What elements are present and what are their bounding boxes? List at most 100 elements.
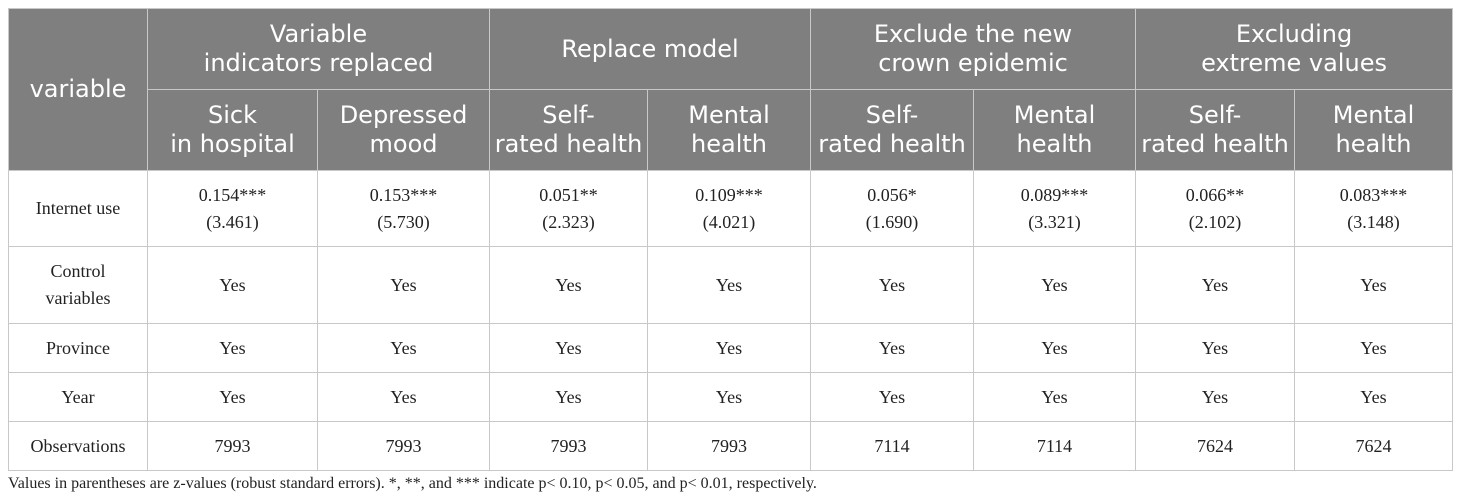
coefficient: 0.051** [539,184,598,205]
table-row-control-variables: Control variables Yes Yes Yes Yes Yes Yes… [8,246,1454,324]
table-cell: Yes [1135,372,1296,422]
group-header-replace-model: Replace model [488,8,812,90]
z-value: (1.690) [865,211,919,232]
table-cell: Yes [317,372,490,422]
sub-header-self-rated-health: Self-rated health [1135,89,1296,171]
sub-header-line: Sick [208,101,257,129]
table-row-internet-use: Internet use 0.154*** (3.461) 0.153*** (5.… [8,170,1454,247]
coef-cell: 0.051** (2.323) [489,170,648,247]
table-cell: Yes [147,246,318,324]
sub-header-line: rated health [818,130,966,158]
table-footnote: Values in parentheses are z-values (robu… [8,475,817,492]
group-header-line: Variable [269,20,368,48]
table-cell: 7993 [489,421,648,471]
table-row-observations: Observations 7993 7993 7993 7993 7114 71… [8,421,1454,471]
table-cell: 7624 [1294,421,1454,471]
group-header-line: Exclude the new [873,20,1073,48]
coef-cell: 0.066** (2.102) [1135,170,1296,247]
table-cell: Yes [489,246,648,324]
coefficient: 0.153*** [369,184,438,205]
coefficient: 0.109*** [695,184,763,205]
group-header-line: extreme values [1201,49,1387,77]
table-cell: 7624 [1135,421,1296,471]
z-value: (3.461) [206,211,259,232]
coefficient: 0.056* [867,184,917,205]
table-cell: Yes [1135,323,1296,373]
coef-cell: 0.089*** (3.321) [973,170,1137,247]
table-cell: Yes [1294,372,1454,422]
z-value: (5.730) [377,211,430,232]
table-cell: Yes [489,372,648,422]
sub-header-sick-in-hospital: Sick in hospital [147,89,318,171]
table-cell: Yes [646,246,812,324]
row-label-line: Control [50,261,106,281]
table-cell: Yes [646,323,812,373]
table-cell: 7114 [973,421,1137,471]
table-cell: Yes [973,246,1137,324]
robustness-table: variable Variable indicators replaced Re… [8,8,1454,471]
row-label: Province [8,323,148,373]
group-header-excluding-extremes: Excluding extreme values [1135,8,1454,90]
table-cell: Yes [147,323,318,373]
table-cell: 7993 [147,421,318,471]
group-header-variable-indicators: Variable indicators replaced [147,8,490,90]
sub-header-line: Depressed [339,101,468,129]
sub-header-line: health [691,130,767,158]
table-row-province: Province Yes Yes Yes Yes Yes Yes Yes Yes [8,323,1454,373]
coefficient: 0.083*** [1339,184,1408,205]
sub-header-depressed-mood: Depressed mood [317,89,490,171]
sub-header-line: mood [369,130,438,158]
table-cell: 7114 [810,421,975,471]
table-cell: Yes [646,372,812,422]
row-label-line: variables [45,288,111,308]
coef-cell: 0.154*** (3.461) [147,170,318,247]
variable-column-header: variable [8,8,148,171]
sub-header-line: Self- [1188,101,1242,129]
coef-cell: 0.153*** (5.730) [317,170,490,247]
coef-cell: 0.109*** (4.021) [646,170,812,247]
coef-cell: 0.056* (1.690) [810,170,975,247]
sub-header-line: health [1335,130,1412,158]
group-header-row: variable Variable indicators replaced Re… [8,8,1454,171]
coefficient: 0.066** [1185,184,1245,205]
group-header-line: Replace model [561,34,739,63]
z-value: (3.321) [1028,211,1081,232]
row-label: Year [8,372,148,422]
sub-header-line: Mental [1013,101,1096,129]
group-header-exclude-epidemic: Exclude the new crown epidemic [810,8,1137,90]
table-cell: 7993 [646,421,812,471]
coefficient: 0.089*** [1020,184,1089,205]
row-label: Observations [8,421,148,471]
table-cell: Yes [810,246,975,324]
sub-header-mental-health: Mental health [1294,89,1454,171]
row-label: Control variables [8,246,148,324]
z-value: (3.148) [1347,211,1400,232]
group-header-line: crown epidemic [878,49,1068,77]
table-cell: Yes [810,372,975,422]
sub-header-self-rated-health: Self-rated health [489,89,648,171]
coef-cell: 0.083*** (3.148) [1294,170,1454,247]
table-cell: Yes [1135,246,1296,324]
sub-header-line: health [1016,130,1093,158]
table-cell: Yes [317,246,490,324]
table-cell: Yes [147,372,318,422]
sub-header-line: Mental [1332,101,1415,129]
sub-header-self-rated-health: Self-rated health [810,89,975,171]
table-cell: Yes [973,323,1137,373]
sub-header-line: in hospital [170,130,295,158]
z-value: (4.021) [702,211,756,232]
sub-header-line: Self- [865,101,919,129]
table-cell: 7993 [317,421,490,471]
sub-header-line: rated health [494,130,643,158]
sub-header-row: Sick in hospital Depressed mood Self-rated… [9,89,1454,171]
coefficient: 0.154*** [198,184,267,205]
sub-header-line: rated health [1141,130,1289,158]
row-label: Internet use [8,170,148,247]
z-value: (2.102) [1188,211,1242,232]
table-cell: Yes [317,323,490,373]
table-cell: Yes [810,323,975,373]
sub-header-mental-health: Mental health [646,89,812,171]
table-cell: Yes [1294,323,1454,373]
group-header-line: indicators replaced [203,49,434,77]
sub-header-line: Self- [542,101,595,129]
